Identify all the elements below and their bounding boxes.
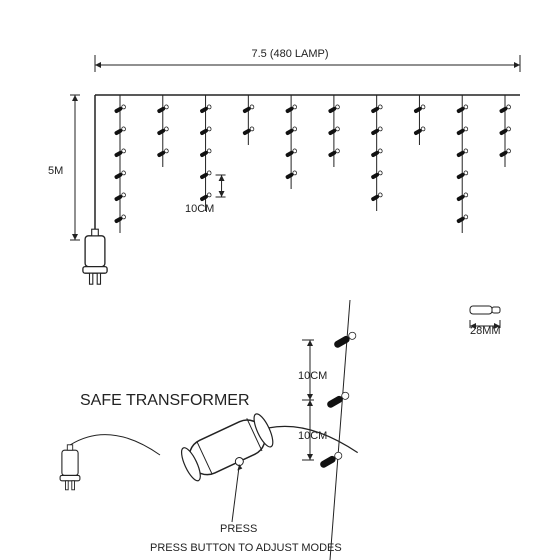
detail-spacing-1-label: 10CM (298, 370, 327, 382)
press-caption: PRESS BUTTON TO ADJUST MODES (150, 542, 342, 554)
press-label: PRESS (220, 523, 257, 535)
detail-spacing-2-label: 10CM (298, 430, 327, 442)
diagram-canvas (0, 0, 560, 560)
drop-spacing-label: 10CM (185, 203, 214, 215)
left-cable-label: 5M (48, 165, 63, 177)
top-length-label: 7.5 (480 LAMP) (251, 48, 328, 60)
transformer-title: SAFE TRANSFORMER (80, 392, 250, 410)
bulb-width-label: 28MM (470, 325, 501, 337)
